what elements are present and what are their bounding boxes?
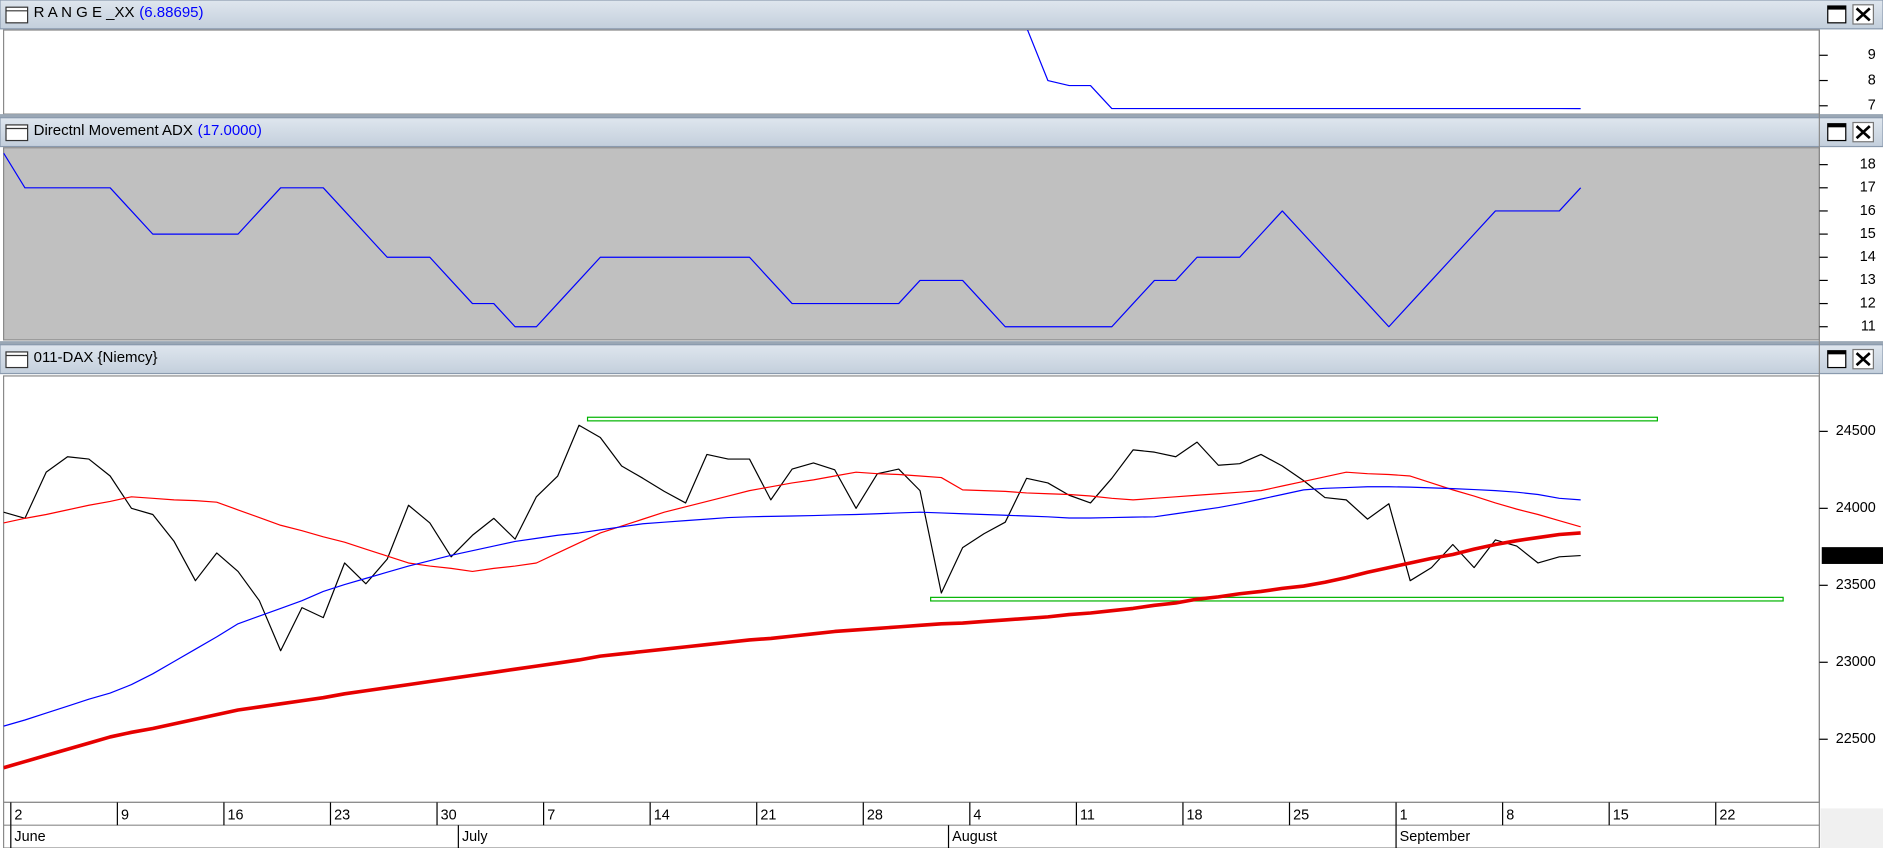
x-tick-label: 18 — [1187, 807, 1203, 823]
month-label: July — [462, 829, 488, 845]
line-series — [1026, 30, 1581, 110]
x-tick-label: 9 — [121, 807, 129, 823]
close-icon — [1855, 125, 1871, 140]
panel-separator — [0, 114, 1883, 118]
y-tick-label: 15 — [1860, 226, 1876, 242]
horizontal-line — [586, 416, 1658, 422]
panel-title: 011-DAX {Niemcy} — [34, 349, 158, 366]
panel-separator — [0, 341, 1883, 345]
month-label: June — [14, 829, 45, 845]
plot-area — [3, 147, 1820, 341]
y-tick-label: 24500 — [1836, 423, 1876, 439]
x-tick-label: 22 — [1719, 807, 1735, 823]
month-label: August — [952, 829, 997, 845]
y-tick-label: 14 — [1860, 249, 1876, 265]
y-tick-label: 23000 — [1836, 654, 1876, 670]
y-tick-label: 22500 — [1836, 731, 1876, 747]
title: Directnl Movement ADX — [34, 122, 193, 139]
plot-area — [3, 29, 1820, 115]
y-tick-label: 16 — [1860, 203, 1876, 219]
x-tick-label: 30 — [441, 807, 457, 823]
x-tick-label: 14 — [654, 807, 670, 823]
last-price-box — [1821, 547, 1883, 564]
maximize-bar — [1827, 123, 1846, 128]
close-icon — [1855, 7, 1871, 22]
panel-icon[interactable] — [5, 124, 29, 142]
x-tick-label: 25 — [1293, 807, 1309, 823]
x-tick-label: 2 — [14, 807, 22, 823]
panel-title: Directnl Movement ADX (17.0000) — [34, 122, 262, 139]
x-tick-label: 15 — [1613, 807, 1629, 823]
line-series — [3, 471, 1581, 573]
x-tick-label: 8 — [1506, 807, 1514, 823]
window-buttons — [1827, 4, 1874, 370]
panel-header — [0, 0, 1883, 30]
title: R A N G E _XX — [34, 4, 135, 21]
close-icon — [1855, 352, 1871, 367]
panel-header — [0, 344, 1883, 375]
y-tick-label: 24000 — [1836, 500, 1876, 516]
line-series — [3, 486, 1581, 727]
y-tick-label: 8 — [1868, 72, 1876, 88]
last-value: (17.0000) — [198, 122, 262, 139]
x-tick-label: 11 — [1080, 807, 1095, 823]
x-tick-label: 28 — [867, 807, 883, 823]
y-tick-label: 9 — [1868, 47, 1876, 63]
title: 011-DAX {Niemcy} — [34, 349, 158, 366]
x-tick-label: 21 — [760, 807, 776, 823]
line-series — [3, 152, 1582, 328]
month-label: September — [1400, 829, 1471, 845]
y-tick-label: 13 — [1860, 272, 1876, 288]
last-value: (6.88695) — [139, 4, 203, 21]
y-tick-label: 12 — [1860, 295, 1876, 311]
panel-icon[interactable] — [5, 351, 29, 369]
x-tick-label: 23 — [334, 807, 350, 823]
x-tick-label: 16 — [228, 807, 244, 823]
panel-icon[interactable] — [5, 6, 29, 24]
maximize-bar — [1827, 6, 1846, 10]
plot-area — [3, 375, 1820, 803]
line-series — [3, 531, 1581, 770]
corner — [1820, 808, 1883, 848]
y-tick-label: 23500 — [1836, 577, 1876, 593]
x-tick-label: 4 — [973, 807, 981, 823]
y-tick-label: 18 — [1860, 156, 1876, 172]
y-tick-label: 11 — [1861, 319, 1876, 335]
y-tick-label: 17 — [1860, 180, 1876, 196]
panel-header — [0, 117, 1883, 148]
y-tick-label: 7 — [1868, 98, 1876, 114]
x-tick-label: 1 — [1400, 807, 1408, 823]
horizontal-line — [930, 596, 1784, 602]
line-series — [3, 424, 1581, 652]
x-tick-label: 7 — [547, 807, 555, 823]
last-price-label: 23693.33 — [1822, 548, 1882, 564]
maximize-bar — [1827, 350, 1846, 355]
panel-title: R A N G E _XX (6.88695) — [34, 4, 204, 21]
